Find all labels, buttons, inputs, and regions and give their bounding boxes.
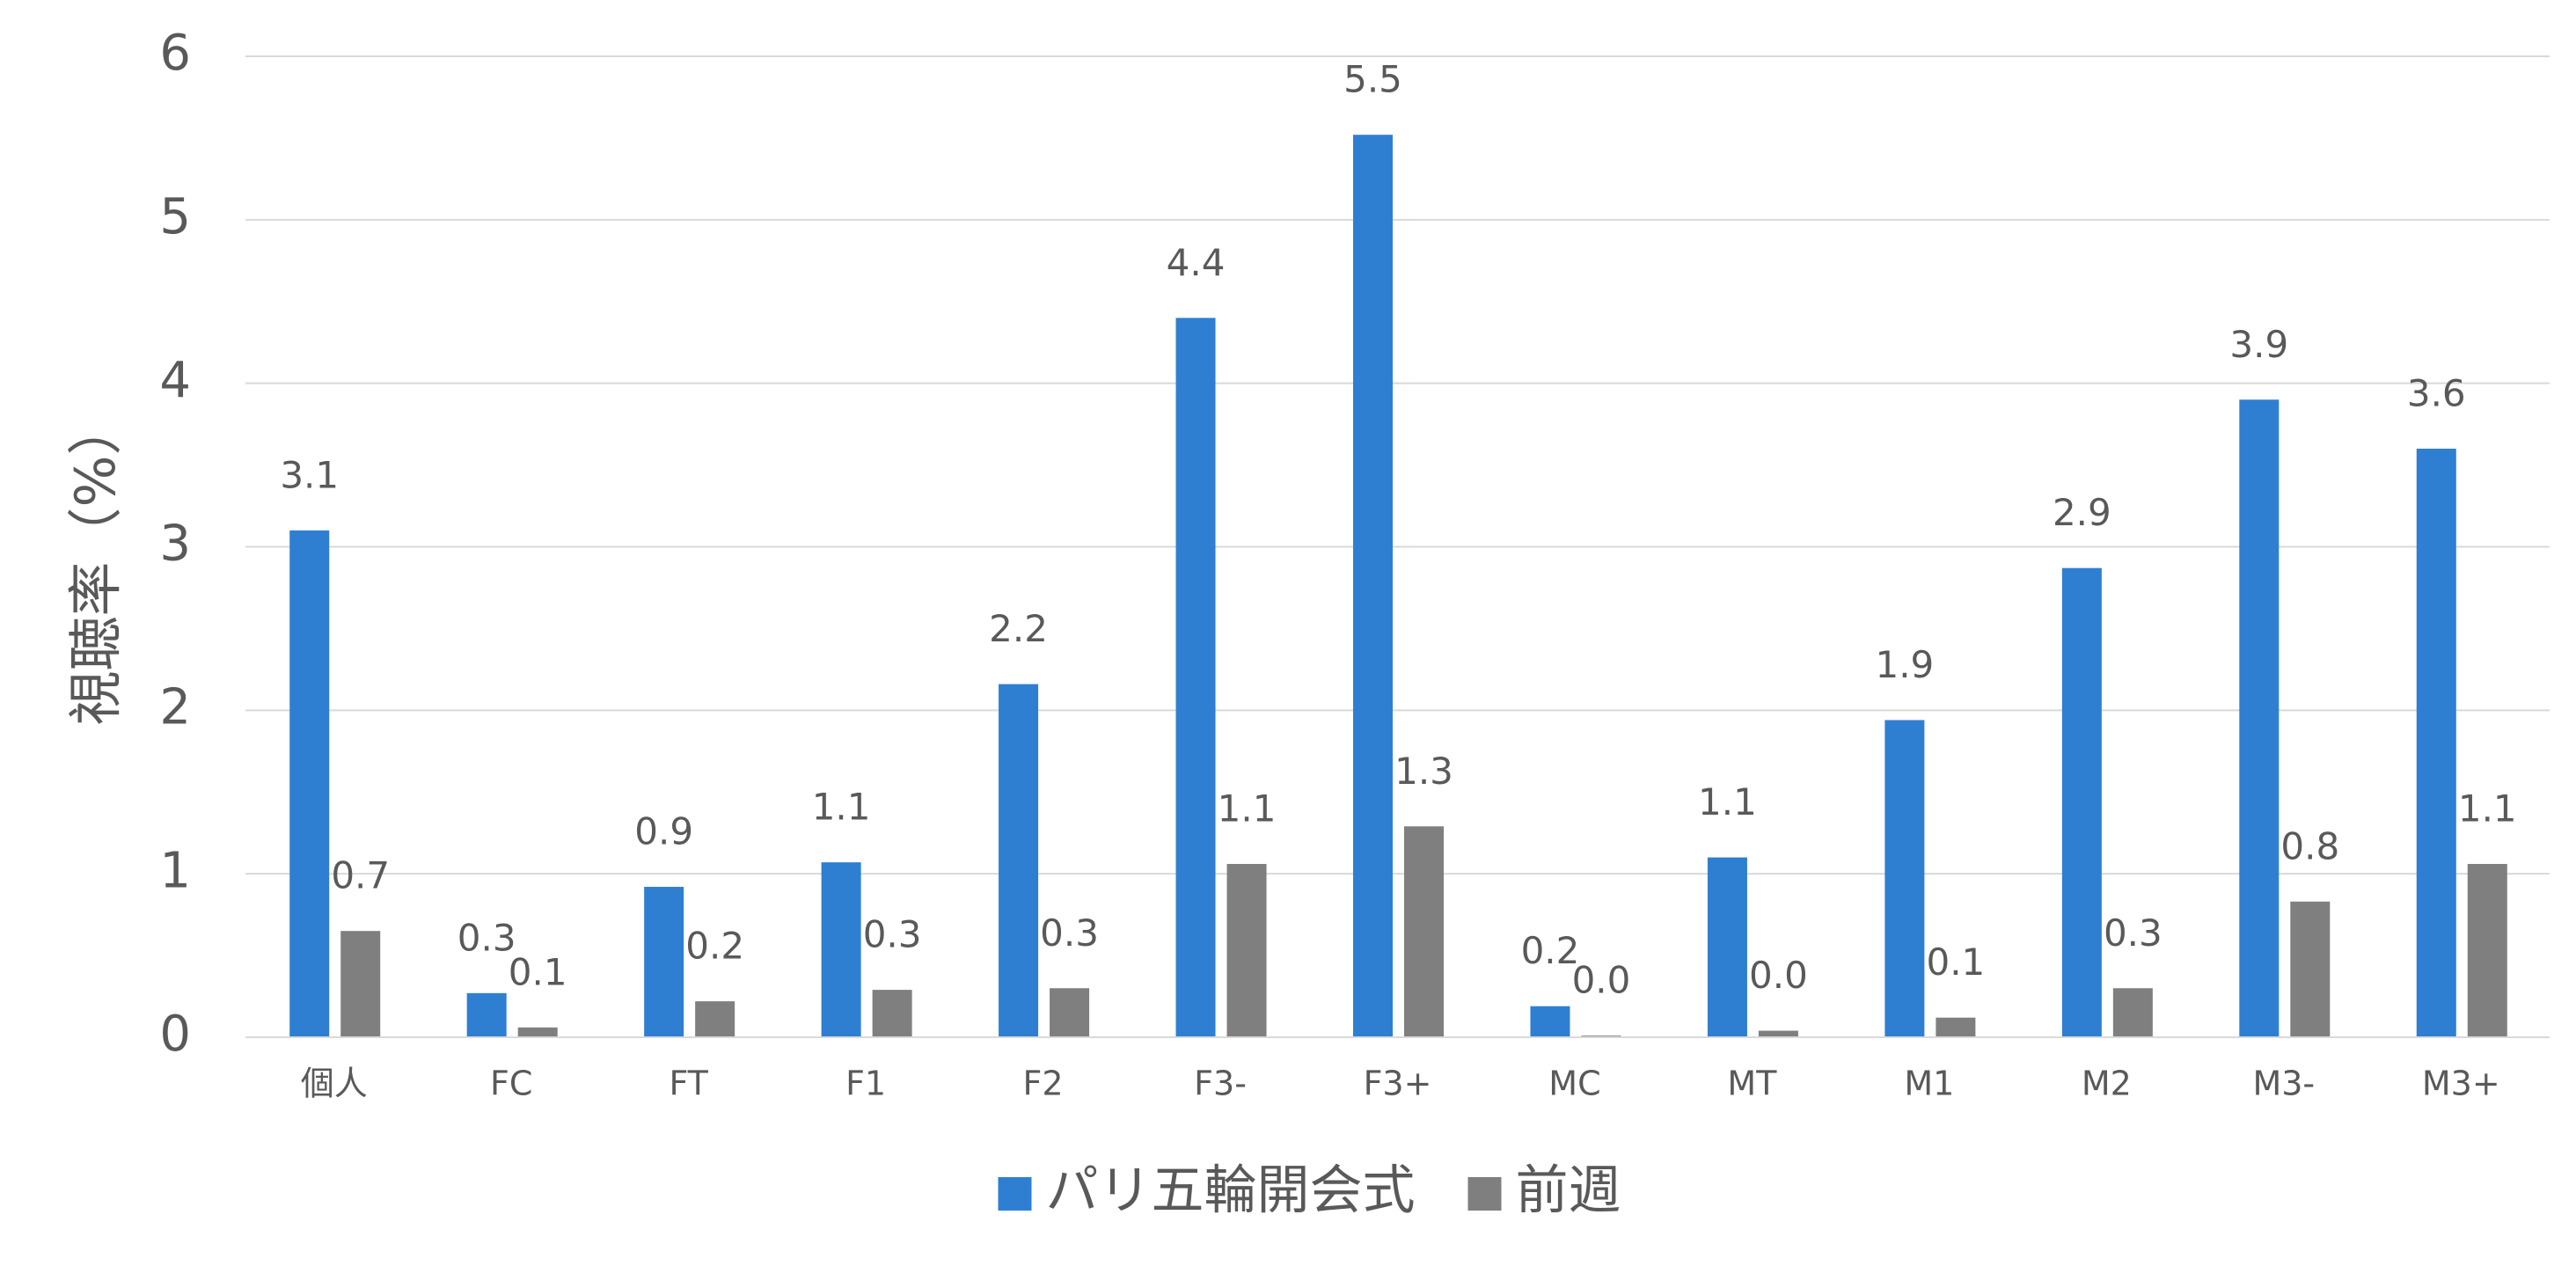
value-label: 2.2 [989, 607, 1048, 650]
value-label: 0.8 [2280, 824, 2339, 867]
y-axis-title: 視聴率（%） [63, 401, 128, 726]
value-label: 5.5 [1343, 58, 1402, 101]
x-tick-label: M3- [2252, 1065, 2315, 1103]
value-label: 3.1 [280, 453, 339, 496]
bar [999, 684, 1039, 1037]
value-label: 1.1 [812, 786, 871, 829]
value-label: 1.3 [1394, 750, 1453, 793]
value-label: 3.6 [2407, 372, 2466, 415]
value-label: 0.1 [1926, 940, 1985, 984]
bar [1050, 988, 1090, 1037]
bar [2416, 449, 2456, 1037]
bar [517, 1027, 558, 1037]
value-label: 1.1 [2458, 787, 2517, 831]
bar [2112, 988, 2153, 1037]
bar [1936, 1017, 1976, 1037]
bar [340, 931, 381, 1037]
y-tick-label: 0 [159, 1006, 191, 1063]
bar [1758, 1030, 1798, 1037]
x-tick-label: M2 [2082, 1065, 2132, 1103]
value-label: 0.0 [1749, 954, 1808, 997]
x-tick-label: MT [1727, 1065, 1777, 1103]
legend-label: 前週 [1516, 1160, 1621, 1222]
value-label: 0.2 [685, 925, 744, 968]
bar [1530, 1006, 1570, 1037]
value-label: 0.3 [457, 916, 516, 959]
y-tick-label: 3 [159, 516, 191, 573]
bar [2290, 901, 2331, 1037]
x-tick-label: F3+ [1364, 1065, 1432, 1103]
bar [466, 992, 507, 1037]
bar [695, 1001, 735, 1037]
value-label: 0.3 [1040, 911, 1099, 955]
value-label: 0.3 [2104, 911, 2163, 955]
bar [2239, 399, 2280, 1037]
x-tick-label: F3- [1194, 1065, 1247, 1103]
bar [2061, 567, 2102, 1037]
value-label: 0.3 [863, 913, 922, 956]
bar [1404, 826, 1444, 1037]
y-tick-label: 1 [159, 842, 191, 899]
x-tick-label: 個人 [301, 1065, 368, 1103]
y-tick-label: 4 [159, 352, 191, 409]
x-tick-label: F1 [845, 1065, 886, 1103]
value-label: 2.9 [2053, 491, 2111, 534]
legend-label: パリ五輪開会式 [1046, 1160, 1416, 1222]
y-tick-label: 2 [159, 678, 191, 735]
value-label: 0.9 [634, 810, 693, 853]
x-tick-label: F2 [1023, 1065, 1064, 1103]
y-tick-label: 6 [159, 25, 191, 82]
value-label: 1.9 [1875, 643, 1934, 686]
value-label: 3.9 [2229, 323, 2288, 366]
bar [821, 862, 861, 1037]
legend-swatch [998, 1177, 1032, 1211]
value-label: 0.0 [1572, 959, 1631, 1002]
bar [2467, 864, 2507, 1037]
value-label: 4.4 [1167, 241, 1226, 284]
x-tick-label: MC [1548, 1065, 1600, 1103]
value-label: 0.2 [1521, 929, 1580, 972]
bar [872, 990, 912, 1037]
y-tick-label: 5 [159, 188, 191, 245]
value-label: 1.1 [1218, 787, 1277, 831]
bar [1353, 135, 1393, 1038]
value-label: 1.1 [1698, 780, 1757, 823]
x-tick-label: FT [669, 1065, 708, 1103]
bar [1707, 857, 1747, 1037]
legend-swatch [1467, 1177, 1502, 1211]
x-tick-label: FC [490, 1065, 532, 1103]
bar [1884, 720, 1925, 1037]
bar [1175, 318, 1216, 1037]
bar [1226, 864, 1267, 1037]
value-label: 0.7 [331, 854, 390, 897]
bar [644, 887, 684, 1037]
x-tick-label: M3+ [2422, 1065, 2500, 1103]
bar [289, 530, 330, 1037]
x-tick-label: M1 [1904, 1065, 1954, 1103]
value-label: 0.1 [509, 950, 567, 993]
